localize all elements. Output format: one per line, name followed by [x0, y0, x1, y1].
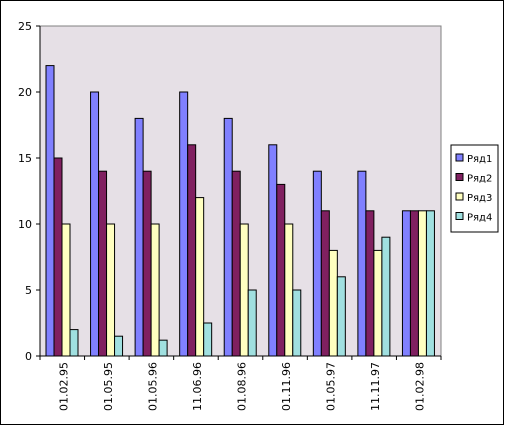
y-tick-label: 0: [25, 350, 32, 363]
bars-group: [45, 65, 435, 357]
x-tick-label: 01.05.97: [325, 362, 338, 411]
bar-Ряд4-11.11.97: [381, 236, 391, 357]
y-tick-label: 25: [18, 20, 32, 33]
bar-Ряд2-11.11.97: [365, 210, 375, 357]
y-tick-label: 10: [18, 218, 32, 231]
bar-Ряд3-01.02.98: [417, 210, 427, 357]
legend-label: Ряд2: [467, 174, 492, 185]
bar-Ряд2-01.02.98: [409, 210, 419, 357]
bar-Ряд4-01.02.98: [425, 210, 435, 357]
bar-Ряд2-01.11.96: [276, 183, 286, 357]
bar-Ряд2-11.06.96: [187, 144, 197, 357]
bar-Ряд1-01.05.95: [90, 91, 100, 357]
x-tick-label: 01.05.96: [146, 362, 159, 411]
bar-Ряд2-01.05.95: [98, 170, 108, 357]
bar-Ряд1-01.08.96: [223, 117, 233, 357]
bar-Ряд1-11.11.97: [357, 170, 367, 357]
bar-Ряд3-11.11.97: [373, 249, 383, 357]
bar-Ряд1-11.06.96: [179, 91, 189, 357]
legend: Ряд1 Ряд2 Ряд3 Ряд4: [450, 144, 499, 233]
bar-Ряд2-01.05.96: [142, 170, 152, 357]
legend-label: Ряд1: [467, 154, 492, 165]
legend-swatch: [455, 173, 464, 181]
bar-Ряд3-01.08.96: [239, 223, 249, 357]
bar-Ряд4-01.05.96: [158, 339, 168, 357]
x-tick-label: 11.11.97: [369, 362, 382, 411]
y-tick-label: 5: [25, 284, 32, 297]
bar-Ряд4-01.02.95: [69, 329, 79, 357]
x-tick-label: 01.11.96: [280, 362, 293, 411]
bar-Ряд3-01.11.96: [284, 223, 294, 357]
x-axis: 01.02.95 01.05.95 01.05.96 11.06.96 01.08.96…: [39, 355, 442, 411]
bar-Ряд2-01.08.96: [231, 170, 241, 357]
x-tick-label: 01.02.98: [414, 362, 427, 411]
bar-Ряд2-01.02.95: [53, 157, 63, 357]
x-tick-label: 01.02.95: [57, 362, 70, 411]
legend-swatch: [455, 192, 464, 201]
bar-Ряд4-01.11.96: [292, 289, 302, 357]
bar-Ряд4-11.06.96: [203, 322, 213, 357]
bar-Ряд1-01.02.98: [401, 210, 411, 357]
x-tick-label: 01.05.95: [102, 362, 115, 411]
bar-Ряд3-01.05.96: [150, 223, 160, 357]
bar-Ряд1-01.05.97: [312, 170, 322, 357]
bar-Ряд1-01.11.96: [268, 144, 278, 357]
bar-Ряд3-01.02.95: [61, 223, 71, 357]
bar-Ряд4-01.05.97: [336, 276, 346, 357]
bar-Ряд1-01.05.96: [134, 117, 144, 357]
legend-swatch: [455, 153, 464, 162]
legend-swatch: [455, 212, 464, 220]
y-tick-label: 15: [18, 152, 32, 165]
bar-Ряд2-01.05.97: [320, 210, 330, 357]
bar-Ряд4-01.05.95: [114, 335, 124, 357]
bar-Ряд3-11.06.96: [195, 197, 205, 357]
bar-Ряд4-01.08.96: [247, 289, 257, 357]
legend-label: Ряд3: [467, 193, 492, 204]
y-tick-label: 20: [18, 86, 32, 99]
x-tick-label: 11.06.96: [191, 362, 204, 411]
bar-Ряд1-01.02.95: [45, 65, 55, 357]
bar-Ряд3-01.05.95: [106, 223, 116, 357]
x-tick-label: 01.08.96: [236, 362, 249, 411]
legend-label: Ряд4: [467, 213, 492, 224]
bar-Ряд3-01.05.97: [328, 249, 338, 357]
y-axis: 0 5 10 15 20 25: [18, 20, 41, 363]
